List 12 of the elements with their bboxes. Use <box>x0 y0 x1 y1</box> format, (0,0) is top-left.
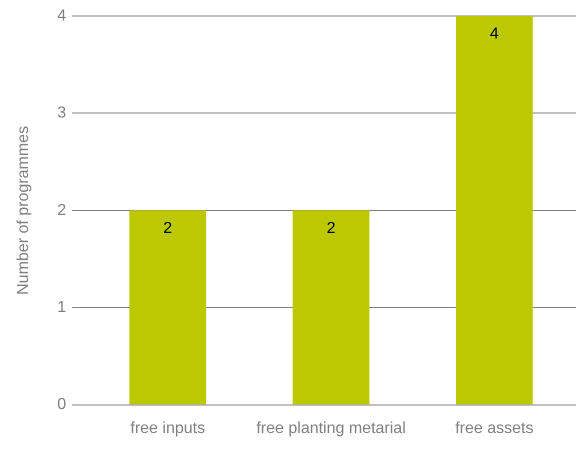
y-tick-label: 1 <box>57 299 66 316</box>
y-tick-label: 4 <box>57 7 66 24</box>
data-label: 4 <box>490 25 499 42</box>
y-tick-label: 3 <box>57 104 66 122</box>
y-axis-title: Number of programmes <box>15 126 32 295</box>
y-tick-label: 0 <box>57 396 66 414</box>
data-label: 2 <box>163 220 172 237</box>
x-tick-label: free inputs <box>130 420 206 437</box>
x-tick-label: free assets <box>455 420 534 437</box>
data-label: 2 <box>326 220 336 237</box>
y-tick-label: 2 <box>57 202 66 219</box>
x-tick-label: free planting metarial <box>256 420 406 437</box>
